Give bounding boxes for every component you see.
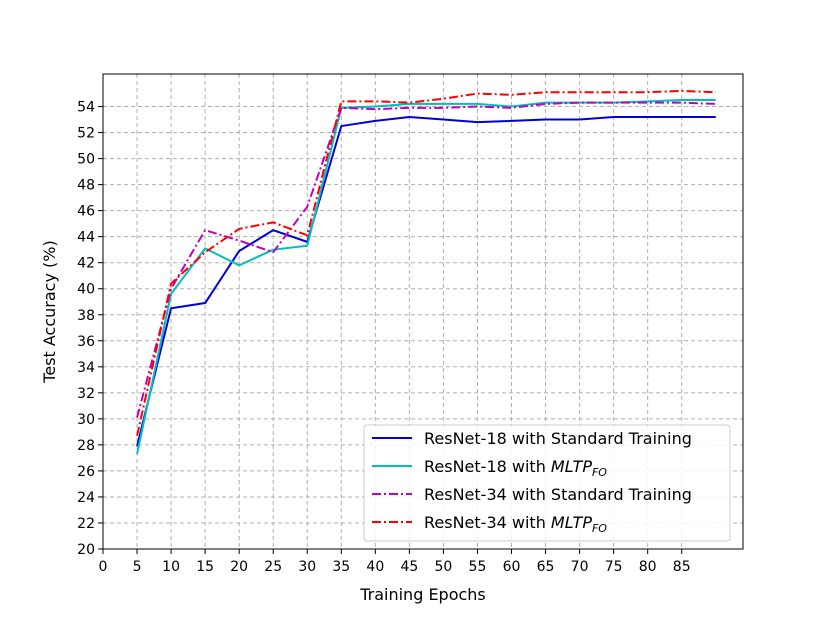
x-tick-label: 30	[298, 559, 316, 575]
x-tick-label: 10	[162, 559, 180, 575]
y-tick-label: 44	[77, 230, 95, 246]
x-tick-label: 80	[639, 559, 657, 575]
x-tick-label: 35	[332, 559, 350, 575]
x-tick-label: 60	[503, 559, 521, 575]
x-tick-label: 85	[673, 559, 691, 575]
y-tick-label: 20	[77, 542, 95, 558]
y-tick-label: 24	[77, 490, 95, 506]
x-tick-label: 50	[435, 559, 453, 575]
series-line-2	[136, 99, 716, 455]
y-tick-label: 28	[77, 438, 95, 454]
y-tick-label: 32	[77, 386, 95, 402]
y-tick-label: 36	[77, 334, 95, 350]
y-tick-label: 40	[77, 282, 95, 298]
series-layer	[136, 89, 716, 455]
x-tick-label: 45	[400, 559, 418, 575]
x-tick-label: 0	[99, 559, 108, 575]
y-axis: 20 22 24 26 28 30 32 34 36 38 40 42 44 46 48 50 52 54	[77, 100, 103, 558]
x-tick-label: 25	[264, 559, 282, 575]
y-tick-label: 26	[77, 464, 95, 480]
legend-label-4: ResNet-34 with MLTPFO	[424, 513, 607, 535]
y-tick-label: 30	[77, 412, 95, 428]
x-axis: 0 5 10 15 20 25 30 35 40 45 50 55 60 65 70 75 80 85	[99, 549, 691, 575]
x-tick-label: 20	[230, 559, 248, 575]
plot-frame	[102, 73, 744, 550]
legend-label-2: ResNet-18 with MLTPFO	[424, 457, 607, 479]
x-tick-label: 55	[469, 559, 487, 575]
series-line-1	[136, 115, 716, 447]
x-tick-label: 5	[133, 559, 142, 575]
x-tick-label: 65	[537, 559, 555, 575]
x-tick-label: 70	[571, 559, 589, 575]
y-tick-label: 52	[77, 126, 95, 142]
legend-box	[363, 424, 731, 542]
y-tick-label: 22	[77, 516, 95, 532]
x-axis-label: Training Epochs	[359, 585, 486, 604]
y-tick-label: 38	[77, 308, 95, 324]
y-tick-label: 46	[77, 204, 95, 220]
y-tick-label: 48	[77, 178, 95, 194]
y-tick-label: 42	[77, 256, 95, 272]
x-tick-label: 75	[605, 559, 623, 575]
x-tick-label: 40	[366, 559, 384, 575]
y-axis-label: Test Accuracy (%)	[40, 240, 59, 383]
legend: ResNet-18 with Standard Training ResNet-1…	[363, 424, 731, 542]
legend-label-3: ResNet-34 with Standard Training	[424, 485, 692, 504]
legend-label-1: ResNet-18 with Standard Training	[424, 429, 692, 448]
series-line-4	[136, 89, 716, 436]
y-tick-label: 34	[77, 360, 95, 376]
y-tick-label: 54	[77, 100, 95, 116]
y-tick-label: 50	[77, 152, 95, 168]
x-tick-label: 15	[196, 559, 214, 575]
